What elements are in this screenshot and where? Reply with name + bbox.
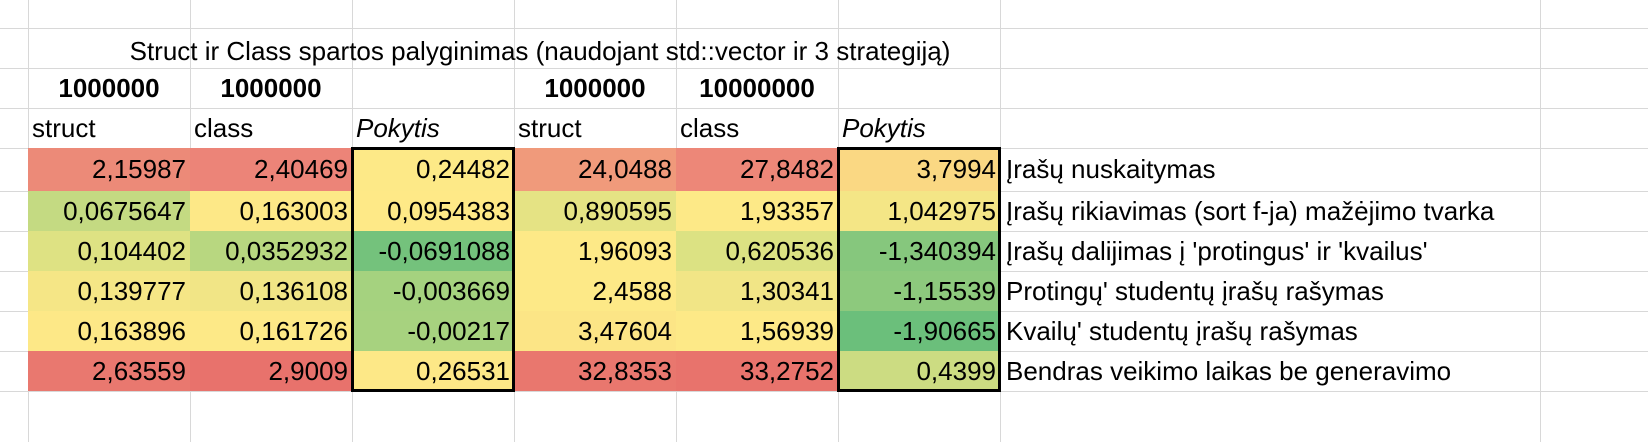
cell-fill [190,311,352,351]
row-gridline [0,68,1648,69]
row-label[interactable]: Protingų' studentų įrašų rašymas [1006,275,1384,306]
cell-fill [514,231,676,271]
timing-value-cell[interactable]: 32,8353 [578,355,672,386]
cell-fill [352,231,514,271]
timing-value-cell[interactable]: 0,0352932 [225,235,348,266]
cell-fill [28,271,190,311]
timing-value-cell[interactable]: 0,104402 [77,235,186,266]
change-value-cell[interactable]: 0,26531 [416,355,510,386]
cell-fill [352,191,514,231]
timing-value-cell[interactable]: 1,56939 [740,315,834,346]
timing-value-cell[interactable]: 27,8482 [740,154,834,184]
timing-value-cell[interactable]: 2,4588 [592,275,672,306]
cell-fill [352,311,514,351]
change-value-cell[interactable]: -0,003669 [392,275,510,306]
change-value-cell[interactable]: -1,90665 [893,315,996,346]
timing-value-cell[interactable]: 0,890595 [563,195,672,226]
change-value-cell[interactable]: -0,00217 [407,315,510,346]
cell-fill [514,148,676,191]
timing-value-cell[interactable]: 0,163003 [239,195,348,226]
cell-fill [838,271,1000,311]
type-header[interactable]: class [680,112,740,143]
cell-fill [514,311,676,351]
cell-fill [838,351,1000,391]
sample-size-header[interactable]: 1000000 [58,72,160,103]
timing-value-cell[interactable]: 2,63559 [92,355,186,386]
cell-fill [838,231,1000,271]
cell-fill [514,271,676,311]
timing-value-cell[interactable]: 0,136108 [239,275,348,306]
cell-fill [190,231,352,271]
cell-fill [676,351,838,391]
timing-value-cell[interactable]: 0,0675647 [63,195,186,226]
change-value-cell[interactable]: -1,340394 [878,235,996,266]
cell-fill [514,191,676,231]
cell-fill [838,191,1000,231]
cell-fill [28,148,190,191]
row-label[interactable]: Įrašų dalijimas į 'protingus' ir 'kvailu… [1006,235,1428,266]
row-label[interactable]: Kvailų' studentų įrašų rašymas [1006,315,1358,346]
timing-value-cell[interactable]: 1,96093 [578,235,672,266]
cell-fill [190,191,352,231]
change-value-cell[interactable]: -1,15539 [893,275,996,306]
type-header[interactable]: class [194,112,254,143]
cell-fill [190,271,352,311]
cell-fill [838,311,1000,351]
change-header[interactable]: Pokytis [842,112,926,143]
cell-fill [676,311,838,351]
column-gridline [1540,0,1541,442]
sample-size-header[interactable]: 1000000 [220,72,322,103]
row-label[interactable]: Įrašų nuskaitymas [1006,154,1216,184]
row-label[interactable]: Įrašų rikiavimas (sort f-ja) mažėjimo tv… [1006,195,1495,226]
cell-fill [352,271,514,311]
timing-value-cell[interactable]: 1,30341 [740,275,834,306]
sample-size-header[interactable]: 1000000 [544,72,646,103]
row-gridline [0,108,1648,109]
table-title: Struct ir Class spartos palyginimas (nau… [129,35,951,66]
timing-value-cell[interactable]: 2,40469 [254,154,348,184]
timing-value-cell[interactable]: 0,163896 [77,315,186,346]
change-value-cell[interactable]: -0,0691088 [378,235,510,266]
type-header[interactable]: struct [518,112,582,143]
timing-value-cell[interactable]: 33,2752 [740,355,834,386]
change-value-cell[interactable]: 0,24482 [416,154,510,184]
change-value-cell[interactable]: 1,042975 [887,195,996,226]
cell-fill [352,148,514,191]
cell-fill [28,311,190,351]
timing-value-cell[interactable]: 2,15987 [92,154,186,184]
cell-fill [676,148,838,191]
sample-size-header[interactable]: 10000000 [699,72,815,103]
cell-fill [28,231,190,271]
timing-value-cell[interactable]: 0,620536 [725,235,834,266]
row-gridline [0,391,1648,392]
timing-value-cell[interactable]: 2,9009 [268,355,348,386]
cell-fill [676,191,838,231]
change-value-cell[interactable]: 0,0954383 [387,195,510,226]
type-header[interactable]: struct [32,112,96,143]
cell-fill [190,148,352,191]
row-label[interactable]: Bendras veikimo laikas be generavimo [1006,355,1452,386]
cell-fill [190,351,352,391]
cell-fill [838,148,1000,191]
timing-value-cell[interactable]: 0,139777 [77,275,186,306]
cell-fill [28,351,190,391]
timing-value-cell[interactable]: 24,0488 [578,154,672,184]
cell-fill [28,191,190,231]
change-value-cell[interactable]: 3,7994 [916,154,996,184]
change-header[interactable]: Pokytis [356,112,440,143]
timing-value-cell[interactable]: 1,93357 [740,195,834,226]
timing-value-cell[interactable]: 0,161726 [239,315,348,346]
timing-value-cell[interactable]: 3,47604 [578,315,672,346]
cell-fill [676,231,838,271]
cell-fill [352,351,514,391]
cell-fill [514,351,676,391]
row-gridline [0,28,1648,29]
change-value-cell[interactable]: 0,4399 [916,355,996,386]
cell-fill [676,271,838,311]
